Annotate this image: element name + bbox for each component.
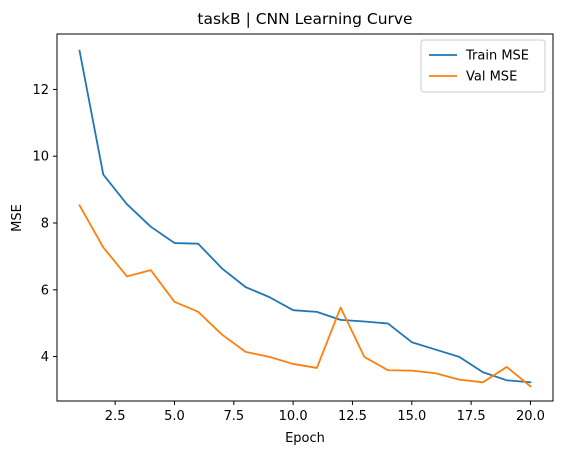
y-axis-label: MSE [10,204,25,232]
x-tick-label: 7.5 [223,409,244,424]
x-tick-label: 20.0 [516,409,545,424]
x-tick-label: 10.0 [279,409,308,424]
x-tick-label: 2.5 [105,409,126,424]
y-tick-label: 4 [41,350,49,365]
x-tick-label: 17.5 [457,409,486,424]
y-tick-label: 6 [41,283,49,298]
y-tick-label: 10 [32,150,49,165]
x-tick-label: 12.5 [338,409,367,424]
y-tick-label: 8 [41,217,49,232]
x-axis-label: Epoch [285,431,325,446]
series-line-train-mse [78,49,532,384]
series-line-val-mse [78,204,532,388]
legend-box [420,39,546,93]
chart-title: taskB | CNN Learning Curve [197,10,412,28]
legend-label: Val MSE [466,70,517,85]
plot-frame [56,33,554,402]
x-tick-label: 15.0 [397,409,426,424]
y-tick-label: 12 [32,83,49,98]
legend-label: Train MSE [465,49,529,64]
plot-area [78,49,532,388]
legend: Train MSE Val MSE [420,39,546,93]
x-tick-label: 5.0 [164,409,185,424]
axis-ticks: 2.5 5.0 7.5 10.0 12.5 15.0 17.5 20.0 4 6 8 10 12 [32,83,544,424]
